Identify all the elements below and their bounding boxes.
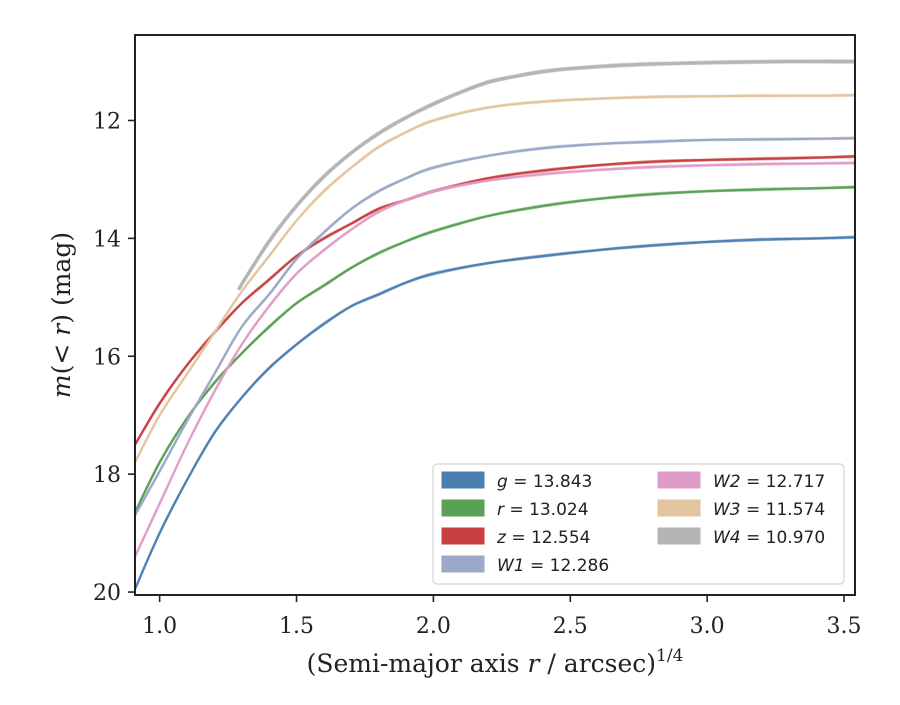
legend-swatch-4 (441, 555, 485, 573)
y-tick-label-4: 18 (93, 463, 121, 488)
x-axis-title: (Semi-major axis r / arcsec)1/4 (307, 646, 684, 678)
legend-label-6: W3 = 11.574 (713, 500, 825, 520)
y-axis-title-part-4: ) (mag) (47, 232, 76, 324)
series-line-6-profile-2 (135, 93, 855, 463)
x-axis-title-exponent: 1/4 (656, 646, 683, 666)
legend-label-3: z = 12.554 (496, 528, 590, 548)
legend-swatch-2 (441, 499, 485, 517)
series-line-4-profile-1 (135, 137, 855, 517)
legend-label-value-6: = 11.574 (741, 500, 826, 520)
legend-label-value-4: = 12.286 (525, 556, 610, 576)
legend-label-var-2: r (497, 500, 505, 520)
series-line-1-profile-2 (135, 235, 855, 590)
x-tick-label-3: 2.0 (416, 614, 451, 639)
y-axis-title: m(< r) (mag) (47, 232, 76, 398)
legend-label-var-6: W3 (713, 500, 741, 520)
y-axis-title-part-2: (< (47, 336, 76, 375)
legend-label-var-5: W2 (713, 472, 741, 492)
legend-label-value-1: = 13.843 (508, 472, 593, 492)
legend-label-1: g = 13.843 (497, 472, 592, 492)
legend-swatch-3 (441, 527, 485, 545)
legend-label-7: W4 = 10.970 (713, 528, 825, 548)
y-tick-label-3: 16 (93, 345, 121, 370)
legend-swatch-6 (657, 499, 701, 517)
legend-label-value-7: = 10.970 (741, 528, 826, 548)
x-tick-label-5: 3.0 (690, 614, 725, 639)
legend-label-value-2: = 13.024 (504, 500, 589, 520)
series-line-4-profile-2 (135, 136, 855, 517)
legend-label-value-5: = 12.717 (741, 472, 826, 492)
x-tick-label-6: 3.5 (827, 614, 862, 639)
legend-label-5: W2 = 12.717 (713, 472, 825, 492)
x-tick-label-1: 1.0 (142, 614, 177, 639)
series-line-7-profile-2 (237, 59, 855, 290)
legend-box (432, 463, 845, 585)
legend-label-2: r = 13.024 (497, 500, 589, 520)
series-line-2-profile-2 (135, 185, 855, 514)
series-line-3-profile-2 (135, 154, 855, 446)
y-tick-label-2: 14 (93, 227, 121, 252)
legend-label-var-7: W4 (713, 528, 741, 548)
x-axis-title-var: r (528, 649, 542, 678)
series-line-5-profile-2 (135, 161, 855, 558)
legend-label-var-3: z (496, 528, 507, 548)
plot-frame (134, 34, 856, 596)
x-axis-title-part: (Semi-major axis (307, 649, 528, 678)
y-axis-title-part-1: m (47, 374, 76, 398)
legend-swatch-1 (441, 471, 485, 489)
y-axis-title-part-3: r (47, 322, 76, 336)
legend-label-var-1: g (497, 472, 508, 492)
legend-label-4: W1 = 12.286 (497, 556, 609, 576)
legend-swatch-7 (657, 527, 701, 545)
y-tick-label-5: 20 (93, 581, 121, 606)
legend-label-var-4: W1 (497, 556, 525, 576)
y-tick-label-1: 12 (93, 109, 121, 134)
x-tick-label-2: 1.5 (279, 614, 314, 639)
x-axis-title-part: / arcsec) (539, 649, 656, 678)
x-tick-label-4: 2.5 (553, 614, 588, 639)
legend-label-value-3: = 12.554 (506, 528, 591, 548)
series-lines (135, 59, 855, 591)
legend-swatch-5 (657, 471, 701, 489)
